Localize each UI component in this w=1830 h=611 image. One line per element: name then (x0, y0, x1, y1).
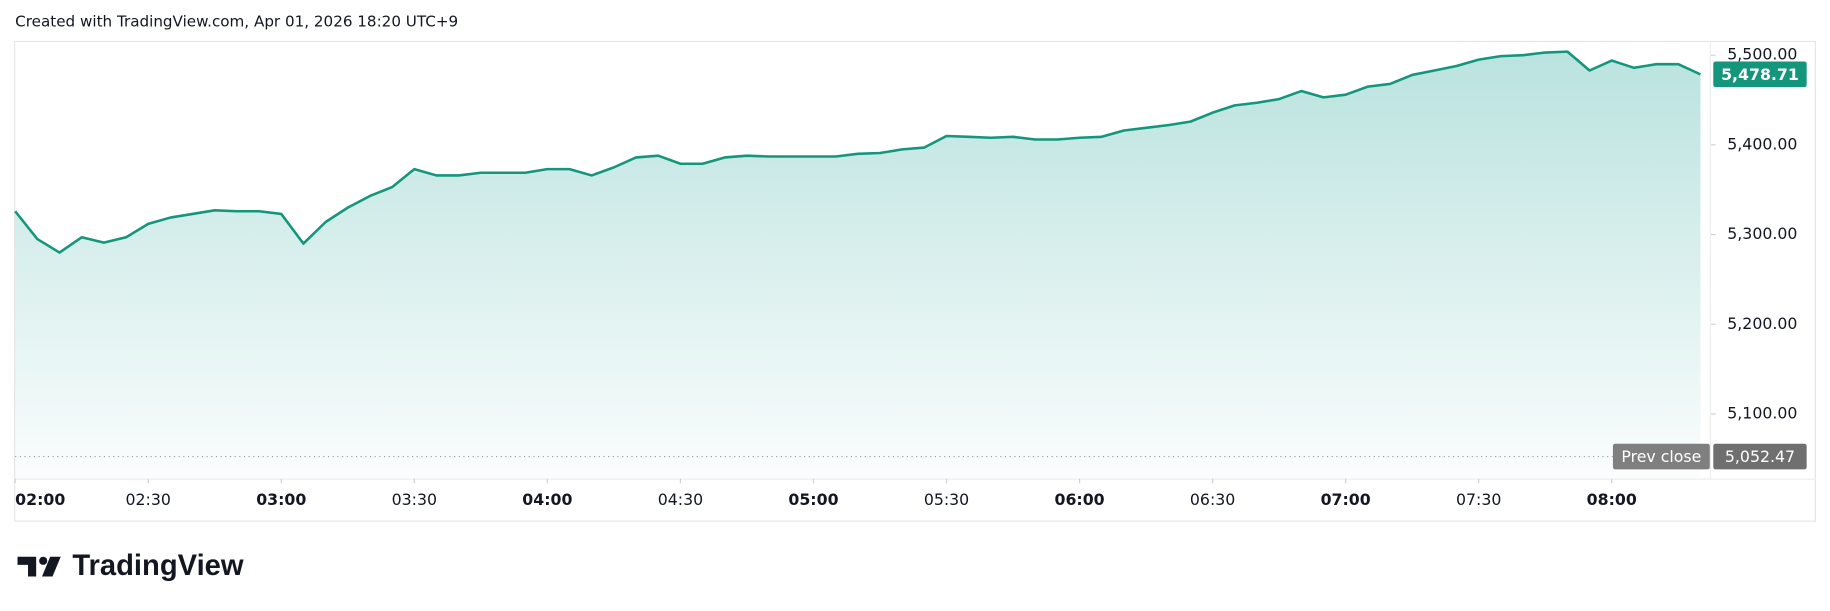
y-tick-label: 5,400.00 (1727, 134, 1797, 153)
y-tick-label: 5,200.00 (1727, 314, 1797, 333)
y-tick-label: 5,300.00 (1727, 224, 1797, 243)
last-price-badge (1713, 61, 1807, 88)
x-tick-label: 04:00 (522, 490, 572, 509)
price-line (14, 50, 1701, 254)
x-tick-label: 03:30 (392, 490, 437, 509)
x-tick-label: 06:00 (1054, 490, 1104, 509)
y-tick-label: 5,100.00 (1727, 403, 1797, 422)
x-tick-label: 02:00 (15, 490, 65, 509)
x-tick-label: 08:00 (1587, 490, 1637, 509)
x-tick-label: 06:30 (1190, 490, 1235, 509)
header: Created with TradingView.com, Apr 01, 20… (15, 13, 458, 31)
x-tick-label: 03:00 (256, 490, 306, 509)
x-tick-label: 05:00 (788, 490, 838, 509)
logo-icon (39, 556, 48, 565)
x-tick-label: 02:30 (126, 490, 171, 509)
logo-icon (17, 556, 37, 577)
prev-close-tag (1612, 443, 1710, 470)
x-tick-label: 05:30 (924, 490, 969, 509)
last-price-label: 5,478.71 (1721, 65, 1799, 84)
pane-border (14, 40, 1816, 522)
y-tick-label: 5,500.00 (1727, 45, 1797, 64)
logo-icon (42, 556, 61, 577)
prev-close-value: 5,052.47 (1725, 447, 1795, 466)
prev-close-title: Prev close (1621, 447, 1701, 466)
prev-close-badge (1713, 443, 1807, 470)
logo: TradingView (17, 550, 244, 582)
x-tick-label: 07:30 (1456, 490, 1501, 509)
x-tick-label: 04:30 (658, 490, 703, 509)
plot: 5,100.00 5,200.00 5,300.00 5,400.00 5,500.00… (14, 45, 1807, 509)
area-fill (15, 51, 1701, 479)
brand: TradingView (72, 550, 244, 582)
x-tick-label: 07:00 (1321, 490, 1371, 509)
